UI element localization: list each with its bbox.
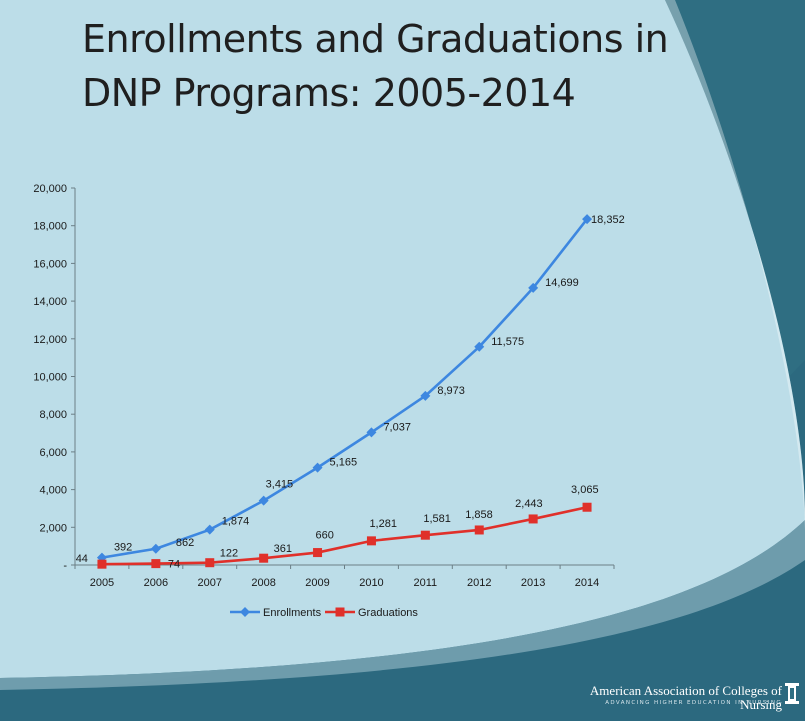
- data-label-graduations-2007: 122: [220, 548, 238, 560]
- y-tick-label: 6,000: [39, 447, 67, 459]
- y-axis: - 2,000 4,000 6,000 8,000 10,000 12,000 14,000 1…: [33, 183, 76, 572]
- data-label-enrollments-2006: 862: [176, 537, 194, 549]
- marker-graduations-2010: [366, 536, 376, 546]
- data-label-graduations-2014: 3,065: [571, 484, 599, 496]
- x-tick-label: 2008: [251, 577, 275, 589]
- series-lines: [101, 218, 589, 566]
- data-label-graduations-2011: 1,581: [423, 513, 451, 525]
- data-label-graduations-2012: 1,858: [465, 509, 493, 521]
- x-axis: 2005 2006 2007 2008 2009 2010 2011 2012 2013 2014: [74, 564, 615, 589]
- marker-graduations-2007: [205, 558, 215, 568]
- legend-marker-enrollments: [240, 607, 250, 617]
- marker-graduations-2014: [582, 502, 592, 512]
- data-labels: 392 862 1,874 3,415 5,165 7,037 8,973 11,575 14,…: [76, 214, 625, 571]
- marker-graduations-2011: [420, 530, 430, 540]
- aacn-logo-icon: [785, 683, 799, 704]
- background-light-panel: [0, 0, 805, 678]
- marker-enrollments-2010: [366, 427, 377, 438]
- y-tick-label: 18,000: [33, 221, 67, 233]
- series-line-enrollments: [101, 218, 589, 559]
- x-tick-label: 2013: [521, 577, 545, 589]
- marker-enrollments-2008: [258, 495, 269, 506]
- legend-label-graduations: Graduations: [358, 607, 418, 619]
- data-label-enrollments-2014: 18,352: [591, 214, 625, 226]
- y-tick-label: -: [63, 560, 67, 572]
- data-label-graduations-2006: 74: [168, 559, 180, 571]
- organization-name: American Association of Colleges of Nurs…: [589, 683, 782, 712]
- data-label-enrollments-2005: 392: [114, 542, 132, 554]
- y-tick-label: 16,000: [33, 258, 67, 270]
- x-tick-label: 2006: [144, 577, 168, 589]
- legend: Enrollments Graduations: [230, 607, 418, 619]
- slide-title-line1: Enrollments and Graduations in: [82, 17, 669, 61]
- data-label-enrollments-2007: 1,874: [222, 516, 250, 528]
- marker-enrollments-2007: [204, 524, 215, 535]
- data-label-graduations-2013: 2,443: [515, 498, 543, 510]
- y-tick-label: 4,000: [39, 485, 67, 497]
- marker-graduations-2012: [474, 525, 484, 535]
- x-tick-label: 2009: [305, 577, 329, 589]
- data-label-enrollments-2008: 3,415: [266, 479, 294, 491]
- y-tick-label: 20,000: [33, 183, 67, 195]
- legend-marker-graduations: [335, 607, 345, 617]
- series-markers: [96, 214, 593, 569]
- marker-graduations-2013: [528, 514, 538, 524]
- data-label-graduations-2009: 660: [316, 530, 334, 542]
- marker-enrollments-2006: [150, 543, 161, 554]
- series-line-graduations: [101, 505, 588, 566]
- marker-enrollments-2014: [582, 214, 593, 225]
- data-label-graduations-2005: 44: [76, 553, 88, 565]
- marker-graduations-2009: [313, 548, 323, 558]
- x-tick-label: 2005: [90, 577, 114, 589]
- organization-tagline: ADVANCING HIGHER EDUCATION IN NURSING: [605, 700, 782, 706]
- y-tick-label: 8,000: [39, 409, 67, 421]
- background-swoosh: [0, 520, 805, 690]
- marker-enrollments-2012: [474, 341, 485, 352]
- data-label-graduations-2008: 361: [274, 543, 292, 555]
- x-tick-label: 2011: [414, 577, 438, 589]
- data-label-enrollments-2011: 8,973: [437, 385, 465, 397]
- y-tick-label: 10,000: [33, 372, 67, 384]
- marker-enrollments-2009: [312, 462, 323, 473]
- marker-graduations-2008: [259, 553, 269, 563]
- x-tick-label: 2007: [198, 577, 222, 589]
- slide-title-line2: DNP Programs: 2005-2014: [82, 71, 576, 115]
- x-tick-label: 2012: [467, 577, 491, 589]
- slide-title: Enrollments and Graduations in DNP Progr…: [82, 12, 722, 120]
- data-label-enrollments-2013: 14,699: [545, 277, 579, 289]
- marker-graduations-2005: [97, 559, 107, 569]
- data-label-enrollments-2012: 11,575: [491, 336, 524, 348]
- marker-enrollments-2011: [420, 390, 431, 401]
- marker-enrollments-2013: [528, 282, 539, 293]
- data-label-graduations-2010: 1,281: [369, 518, 397, 530]
- x-tick-label: 2014: [575, 577, 599, 589]
- y-tick-label: 12,000: [33, 334, 67, 346]
- x-tick-label: 2010: [359, 577, 383, 589]
- marker-graduations-2006: [151, 559, 161, 569]
- data-label-enrollments-2009: 5,165: [330, 457, 358, 469]
- data-label-enrollments-2010: 7,037: [383, 421, 411, 433]
- legend-label-enrollments: Enrollments: [263, 607, 322, 619]
- y-tick-label: 2,000: [39, 522, 67, 534]
- y-tick-label: 14,000: [33, 296, 67, 308]
